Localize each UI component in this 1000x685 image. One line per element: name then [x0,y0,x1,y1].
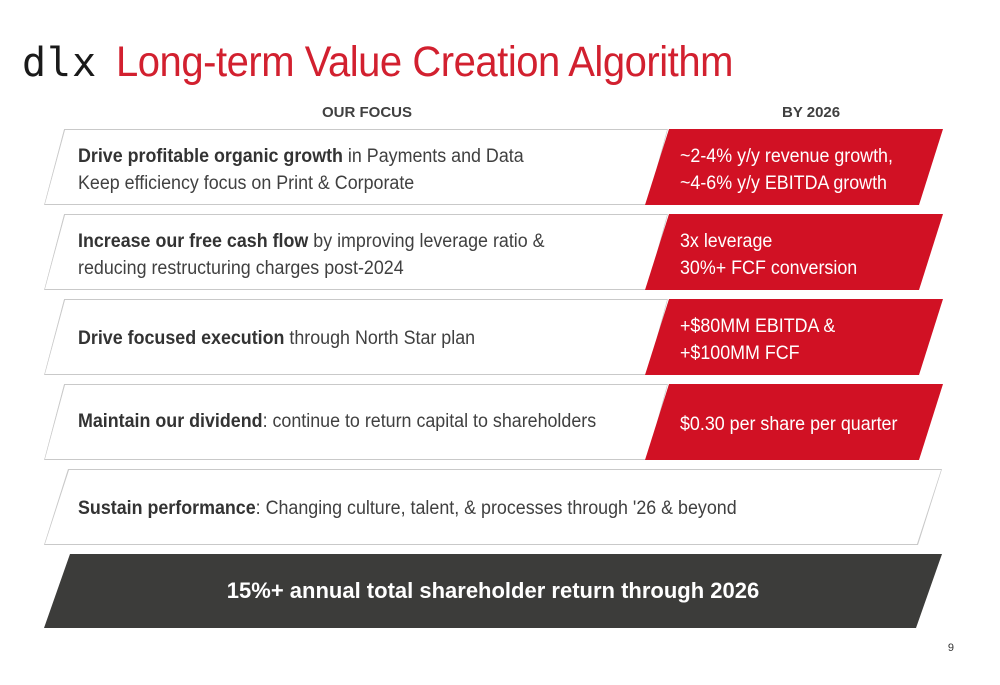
focus-row-4-bold: Maintain our dividend [78,411,263,432]
target-row-4-text: $0.30 per share per quarter [680,411,897,438]
page-number: 9 [947,642,954,654]
focus-row-1-text: Drive profitable organic growth in Payme… [78,143,524,197]
focus-row-2-line2: reducing restructuring charges post-2024 [78,258,404,279]
target-row-3-line2: +$100MM FCF [680,343,800,364]
target-row-4-line1: $0.30 per share per quarter [680,414,898,435]
target-row-3-line1: +$80MM EBITDA & [680,316,836,337]
focus-row-3-bar [44,299,668,375]
sustain-text: Sustain performance: Changing culture, t… [78,495,737,522]
focus-row-1-rest: in Payments and Data [342,146,524,167]
page-title: Long-term Value Creation Algorithm [116,38,733,86]
target-row-3-text: +$80MM EBITDA & +$100MM FCF [680,313,835,367]
target-row-1-line1: ~2-4% y/y revenue growth, [680,146,893,167]
sustain-rest: : Changing culture, talent, & processes … [255,498,737,519]
focus-row-3-bold: Drive focused execution [78,328,285,349]
focus-row-3-rest: through North Star plan [284,328,476,349]
focus-row-4-text: Maintain our dividend: continue to retur… [78,408,596,435]
target-row-3-bar [645,299,943,375]
target-row-2-line2: 30%+ FCF conversion [680,258,858,279]
focus-row-1-bar [44,129,668,205]
focus-row-1-line2: Keep efficiency focus on Print & Corpora… [78,173,415,194]
target-row-4-bar [645,384,943,460]
focus-row-4-bar [44,384,668,460]
focus-row-4-rest: : continue to return capital to sharehol… [262,411,597,432]
column-header-2026: BY 2026 [782,104,841,121]
target-row-1-text: ~2-4% y/y revenue growth, ~4-6% y/y EBIT… [680,143,893,197]
target-row-1-bar [645,129,943,205]
focus-row-2-bold: Increase our free cash flow [78,231,309,252]
focus-row-2-text: Increase our free cash flow by improving… [78,228,545,282]
company-logo: dlx [22,40,98,86]
target-row-2-text: 3x leverage 30%+ FCF conversion [680,228,857,282]
target-row-2-line1: 3x leverage [680,231,773,252]
sustain-bold: Sustain performance [78,498,256,519]
focus-row-2-rest: by improving leverage ratio & [308,231,545,252]
focus-row-3-text: Drive focused execution through North St… [78,325,475,352]
column-header-focus: OUR FOCUS [322,104,412,121]
focus-row-2-bar [44,214,668,290]
tsr-banner [44,554,942,628]
target-row-1-line2: ~4-6% y/y EBITDA growth [680,173,887,194]
tsr-banner-text: 15%+ annual total shareholder return thr… [226,578,760,603]
focus-row-1-bold: Drive profitable organic growth [78,146,343,167]
target-row-2-bar [645,214,943,290]
